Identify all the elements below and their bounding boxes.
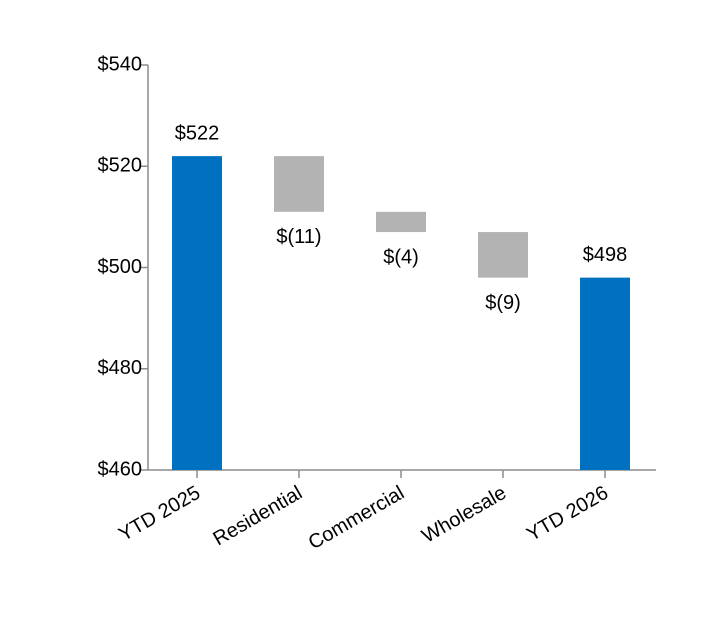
y-tick-label: $540 bbox=[98, 53, 143, 75]
y-tick-label: $500 bbox=[98, 256, 143, 278]
bar bbox=[478, 232, 528, 278]
y-tick-label: $460 bbox=[98, 458, 143, 480]
x-tick-label: YTD 2026 bbox=[523, 482, 612, 546]
x-tick-label: Wholesale bbox=[418, 482, 510, 548]
value-label: $(4) bbox=[383, 246, 419, 268]
bar bbox=[580, 277, 630, 470]
y-tick-label: $480 bbox=[98, 357, 143, 379]
x-tick-label: Commercial bbox=[305, 482, 408, 554]
bar bbox=[172, 156, 222, 470]
y-tick-label: $520 bbox=[98, 155, 143, 177]
value-label: $(9) bbox=[485, 292, 521, 314]
bar bbox=[376, 211, 426, 233]
value-label: $522 bbox=[175, 122, 220, 144]
x-tick-label: Residential bbox=[209, 482, 306, 551]
value-label: $(11) bbox=[276, 226, 321, 248]
x-tick-label: YTD 2025 bbox=[115, 482, 204, 546]
value-label: $498 bbox=[583, 244, 628, 266]
bar bbox=[274, 156, 324, 212]
